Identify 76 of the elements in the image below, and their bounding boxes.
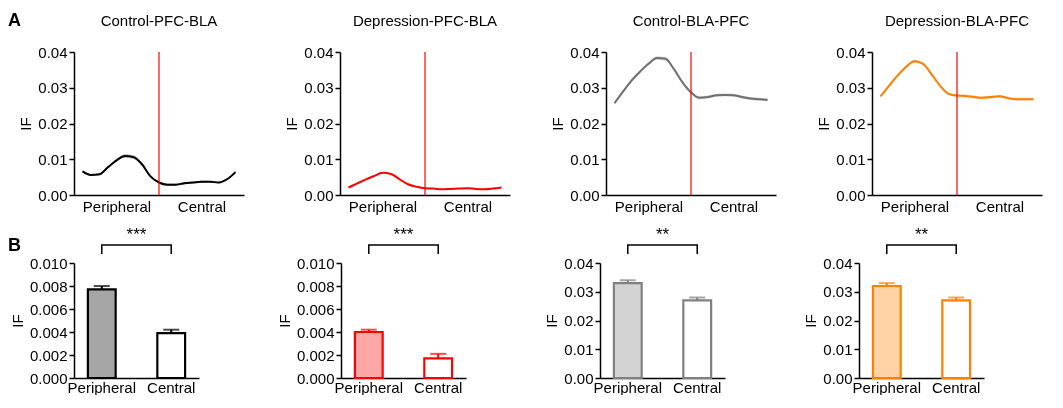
- x-tick-label: Central: [147, 378, 196, 396]
- y-tick-label: 0.00: [823, 369, 853, 387]
- x-tick-label: Peripheral: [880, 197, 950, 215]
- y-tick-label: 0.02: [564, 312, 594, 329]
- y-tick-label: 0.03: [836, 79, 866, 97]
- text: ***: [393, 225, 414, 244]
- x-tick-label: Central: [932, 378, 981, 396]
- y-tick-label: 0.01: [823, 340, 853, 358]
- y-tick-label: 0.04: [564, 254, 594, 272]
- chart-title: Depression-PFC-BLA: [352, 12, 498, 29]
- y-tick-label: 0.006: [29, 300, 68, 318]
- x-tick-label: Peripheral: [67, 378, 136, 396]
- y-tick-label: 0.00: [38, 186, 68, 204]
- y-axis-title: IF: [8, 314, 26, 328]
- y-tick-label: 0.01: [38, 150, 68, 168]
- y-tick-label: 0.004: [29, 323, 68, 341]
- text: ***: [126, 225, 147, 244]
- text: A: [8, 10, 21, 30]
- chart-title: Control-PFC-BLA: [100, 12, 218, 29]
- x-tick-label: Peripheral: [593, 378, 662, 396]
- y-tick-label: 0.00: [564, 369, 594, 387]
- y-tick-label: 0.04: [570, 43, 600, 61]
- y-tick-label: 0.01: [304, 150, 334, 168]
- y-axis-title: IF: [17, 117, 35, 131]
- y-tick-label: 0.03: [38, 79, 68, 97]
- x-tick-label: Central: [414, 378, 463, 396]
- y-tick-label: 0.03: [823, 283, 853, 301]
- x-tick-label: Peripheral: [614, 197, 684, 215]
- y-tick-label: 0.02: [823, 312, 853, 329]
- y-tick-label: 0.02: [570, 115, 600, 132]
- text: B: [8, 235, 21, 255]
- y-tick-label: 0.000: [29, 369, 68, 387]
- y-tick-label: 0.03: [304, 79, 334, 97]
- x-tick-label: Central: [975, 197, 1025, 215]
- y-tick-label: 0.04: [304, 43, 334, 61]
- y-tick-label: 0.010: [29, 254, 68, 272]
- y-axis-title: IF: [802, 314, 820, 328]
- y-axis-title: IF: [283, 117, 301, 131]
- y-tick-label: 0.04: [823, 254, 853, 272]
- y-tick-label: 0.008: [296, 277, 335, 295]
- y-tick-label: 0.00: [304, 186, 334, 204]
- y-axis-title: IF: [815, 117, 833, 131]
- y-tick-label: 0.01: [564, 340, 594, 358]
- y-tick-label: 0.02: [304, 115, 334, 132]
- x-tick-label: Peripheral: [82, 197, 152, 215]
- y-tick-label: 0.03: [570, 79, 600, 97]
- chart-title: Depression-BLA-PFC: [884, 12, 1030, 29]
- y-tick-label: 0.04: [836, 43, 866, 61]
- y-tick-label: 0.00: [570, 186, 600, 204]
- x-tick-label: Peripheral: [334, 378, 403, 396]
- y-tick-label: 0.02: [836, 115, 866, 132]
- chart-title: Control-BLA-PFC: [632, 12, 750, 29]
- y-tick-label: 0.03: [564, 283, 594, 301]
- y-tick-label: 0.02: [38, 115, 68, 132]
- text: **: [655, 225, 670, 244]
- y-tick-label: 0.006: [296, 300, 335, 318]
- y-tick-label: 0.010: [296, 254, 335, 272]
- y-axis-title: IF: [543, 314, 561, 328]
- x-tick-label: Peripheral: [852, 378, 921, 396]
- y-tick-label: 0.002: [296, 346, 335, 364]
- y-tick-label: 0.01: [836, 150, 866, 168]
- y-tick-label: 0.002: [29, 346, 68, 364]
- y-axis-title: IF: [275, 314, 293, 328]
- y-tick-label: 0.00: [836, 186, 866, 204]
- y-tick-label: 0.008: [29, 277, 68, 295]
- x-tick-label: Central: [709, 197, 759, 215]
- y-axis-title: IF: [549, 117, 567, 131]
- y-tick-label: 0.04: [38, 43, 68, 61]
- x-tick-label: Central: [177, 197, 227, 215]
- x-tick-label: Peripheral: [348, 197, 418, 215]
- x-tick-label: Central: [673, 378, 722, 396]
- text: **: [914, 225, 929, 244]
- y-tick-label: 0.000: [296, 369, 335, 387]
- x-tick-label: Central: [443, 197, 493, 215]
- y-tick-label: 0.01: [570, 150, 600, 168]
- y-tick-label: 0.004: [296, 323, 335, 341]
